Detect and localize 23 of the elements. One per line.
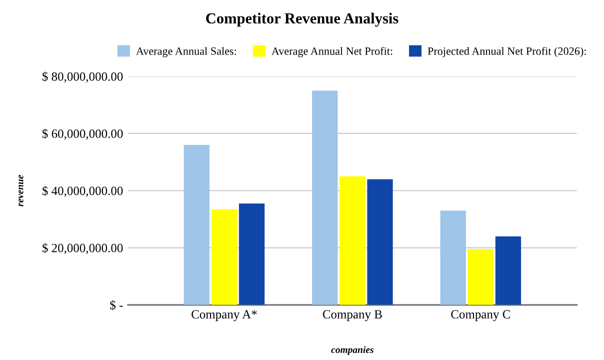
bar [440,210,466,305]
y-axis-title: revenue [18,174,24,206]
x-axis-title: companies [331,346,374,355]
y-tick-label: $ 20,000,000.00 [42,243,123,254]
y-tick-label: $ - [110,300,123,310]
bar [238,203,265,305]
legend-label: Average Annual Net Profit: [271,46,392,58]
bar [495,236,522,305]
x-tick-label: Company B [322,310,382,322]
bar [312,90,338,305]
legend-label: Average Annual Sales: [136,47,236,58]
chart-title: Competitor Revenue Analysis [206,12,398,27]
bar [367,179,393,305]
legend-label: Projected Annual Net Profit (2026): [428,46,586,58]
bar [211,209,238,305]
bar [340,176,366,305]
y-tick-label: $ 80,000,000.00 [42,72,123,83]
y-tick-label: $ 40,000,000.00 [42,186,123,197]
x-tick-label: Company A* [192,310,257,322]
x-tick-label: Company C [451,310,510,322]
bar [468,249,494,305]
y-tick-label: $ 60,000,000.00 [42,128,123,140]
bar [184,144,210,305]
